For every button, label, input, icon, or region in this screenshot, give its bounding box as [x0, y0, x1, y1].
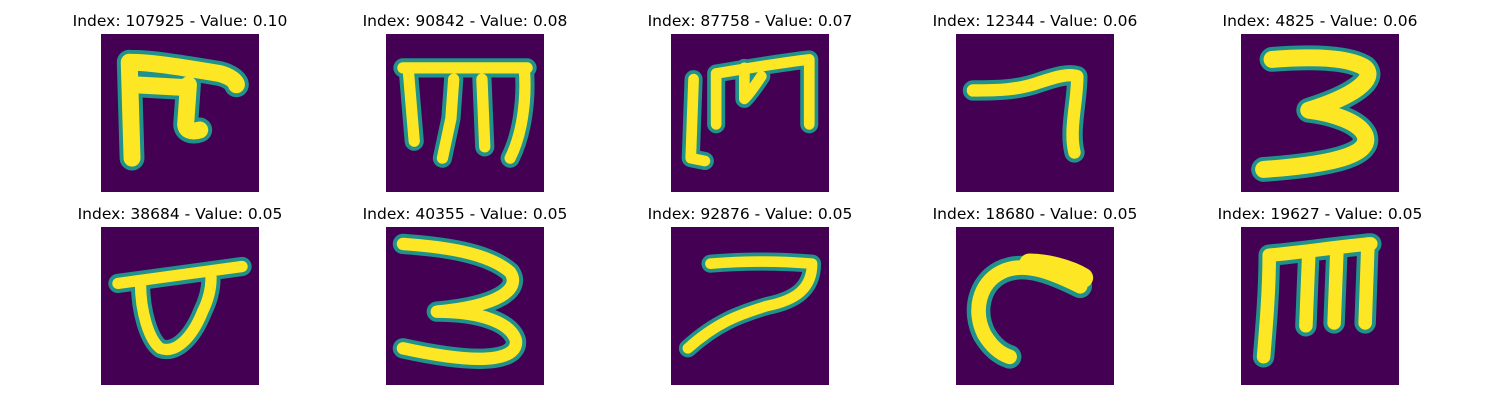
sample-image [386, 227, 544, 385]
sample-cell: Index: 19627 - Value: 0.05 [1200, 193, 1440, 385]
glyph-e-rotated [1241, 227, 1399, 385]
glyph-c-curve [956, 227, 1114, 385]
sample-cell: Index: 87758 - Value: 0.07 [630, 0, 870, 192]
sample-image [956, 227, 1114, 385]
sample-image [671, 34, 829, 192]
sample-cell: Index: 38684 - Value: 0.05 [60, 193, 300, 385]
sample-title: Index: 38684 - Value: 0.05 [77, 205, 283, 223]
sample-image [1241, 34, 1399, 192]
sample-image [671, 227, 829, 385]
sample-cell: Index: 18680 - Value: 0.05 [915, 193, 1155, 385]
glyph-digit-three [386, 227, 544, 385]
sample-cell: Index: 4825 - Value: 0.06 [1200, 0, 1440, 192]
sample-image [1241, 227, 1399, 385]
sample-image [386, 34, 544, 192]
sample-title: Index: 107925 - Value: 0.10 [72, 12, 288, 30]
sample-title: Index: 12344 - Value: 0.06 [932, 12, 1138, 30]
sample-image [101, 227, 259, 385]
sample-cell: Index: 90842 - Value: 0.08 [345, 0, 585, 192]
sample-cell: Index: 12344 - Value: 0.06 [915, 0, 1155, 192]
sample-cell: Index: 40355 - Value: 0.05 [345, 193, 585, 385]
sample-title: Index: 92876 - Value: 0.05 [647, 205, 853, 223]
glyph-bracket-m [671, 34, 829, 192]
glyph-seven-stroke [671, 227, 829, 385]
sample-title: Index: 90842 - Value: 0.08 [362, 12, 568, 30]
sample-image [101, 34, 259, 192]
sample-cell: Index: 92876 - Value: 0.05 [630, 193, 870, 385]
sample-image [956, 34, 1114, 192]
glyph-inverted-t-hook [101, 34, 259, 192]
glyph-m-with-bar [386, 34, 544, 192]
glyph-seven-stroke [956, 34, 1114, 192]
glyph-digit-three [1241, 34, 1399, 192]
glyph-crossed-loop [101, 227, 259, 385]
sample-title: Index: 19627 - Value: 0.05 [1217, 205, 1423, 223]
sample-title: Index: 18680 - Value: 0.05 [932, 205, 1138, 223]
sample-title: Index: 40355 - Value: 0.05 [362, 205, 568, 223]
sample-cell: Index: 107925 - Value: 0.10 [60, 0, 300, 192]
sample-title: Index: 4825 - Value: 0.06 [1222, 12, 1418, 30]
sample-title: Index: 87758 - Value: 0.07 [647, 12, 853, 30]
